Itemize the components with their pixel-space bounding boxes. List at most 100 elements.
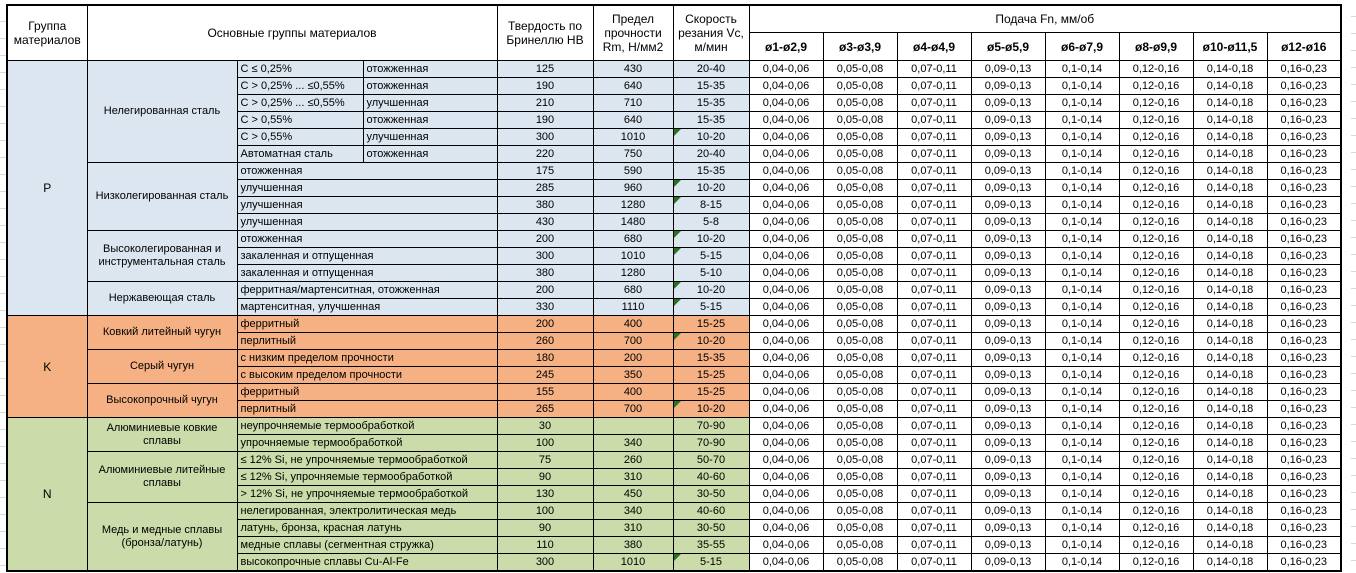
feed-cell-5[interactable]: 0,1-0,14 (1044, 451, 1120, 469)
feed-cell-4[interactable]: 0,09-0,13 (970, 230, 1046, 248)
feed-cell-2[interactable]: 0,05-0,08 (822, 60, 898, 78)
material-desc-cell[interactable]: улучшенная (236, 179, 498, 197)
header-main-groups[interactable]: Основные группы материалов (86, 4, 498, 61)
material-desc-cell[interactable]: C > 0,25% ... ≤0,55% (236, 94, 364, 112)
hardness-cell[interactable]: 210 (496, 94, 594, 112)
header-feed-d2[interactable]: ø3-ø3,9 (822, 32, 898, 61)
feed-cell-4[interactable]: 0,09-0,13 (970, 468, 1046, 486)
feed-cell-4[interactable]: 0,09-0,13 (970, 519, 1046, 537)
feed-cell-2[interactable]: 0,05-0,08 (822, 536, 898, 554)
feed-cell-1[interactable]: 0,04-0,06 (748, 519, 824, 537)
speed-cell[interactable]: 30-50 (672, 519, 750, 537)
material-group-cell[interactable]: Высоколегированная и инструментальная ст… (86, 230, 238, 282)
group-cell-K[interactable]: K (6, 315, 88, 418)
feed-cell-8[interactable]: 0,16-0,23 (1266, 111, 1342, 129)
material-desc-cell[interactable]: медные сплавы (сегментная стружка) (236, 536, 498, 554)
header-feed-d8[interactable]: ø12-ø16 (1266, 32, 1342, 61)
feed-cell-2[interactable]: 0,05-0,08 (822, 349, 898, 367)
feed-cell-1[interactable]: 0,04-0,06 (748, 264, 824, 282)
feed-cell-5[interactable]: 0,1-0,14 (1044, 349, 1120, 367)
feed-cell-4[interactable]: 0,09-0,13 (970, 434, 1046, 452)
strength-cell[interactable]: 710 (592, 94, 674, 112)
feed-cell-3[interactable]: 0,07-0,11 (896, 468, 972, 486)
material-desc-cell[interactable]: высокопрочные сплавы Cu-Al-Fe (236, 553, 498, 572)
feed-cell-1[interactable]: 0,04-0,06 (748, 213, 824, 231)
feed-cell-5[interactable]: 0,1-0,14 (1044, 145, 1120, 163)
feed-cell-2[interactable]: 0,05-0,08 (822, 451, 898, 469)
feed-cell-7[interactable]: 0,14-0,18 (1192, 60, 1268, 78)
feed-cell-8[interactable]: 0,16-0,23 (1266, 400, 1342, 418)
feed-cell-2[interactable]: 0,05-0,08 (822, 485, 898, 503)
hardness-cell[interactable]: 100 (496, 502, 594, 520)
feed-cell-7[interactable]: 0,14-0,18 (1192, 485, 1268, 503)
hardness-cell[interactable]: 100 (496, 434, 594, 452)
feed-cell-2[interactable]: 0,05-0,08 (822, 400, 898, 418)
feed-cell-5[interactable]: 0,1-0,14 (1044, 111, 1120, 129)
feed-cell-4[interactable]: 0,09-0,13 (970, 298, 1046, 316)
strength-cell[interactable]: 1280 (592, 196, 674, 214)
feed-cell-5[interactable]: 0,1-0,14 (1044, 366, 1120, 384)
material-desc-cell[interactable]: ≤ 12% Si, не упрочняемые термообработкой (236, 451, 498, 469)
speed-cell[interactable]: 15-35 (672, 162, 750, 180)
header-strength[interactable]: Предел прочности Rm, Н/мм2 (592, 4, 674, 61)
strength-cell[interactable]: 680 (592, 281, 674, 299)
feed-cell-1[interactable]: 0,04-0,06 (748, 468, 824, 486)
feed-cell-6[interactable]: 0,12-0,16 (1118, 128, 1194, 146)
header-feed-d7[interactable]: ø10-ø11,5 (1192, 32, 1268, 61)
feed-cell-4[interactable]: 0,09-0,13 (970, 553, 1046, 572)
feed-cell-3[interactable]: 0,07-0,11 (896, 417, 972, 435)
feed-cell-6[interactable]: 0,12-0,16 (1118, 196, 1194, 214)
header-material-group[interactable]: Группа материалов (6, 4, 88, 61)
feed-cell-3[interactable]: 0,07-0,11 (896, 536, 972, 554)
hardness-cell[interactable]: 380 (496, 196, 594, 214)
hardness-cell[interactable]: 285 (496, 179, 594, 197)
material-desc-cell[interactable]: ≤ 12% Si, упрочняемые термообработкой (236, 468, 498, 486)
speed-cell[interactable]: 10-20 (672, 281, 750, 299)
feed-cell-3[interactable]: 0,07-0,11 (896, 247, 972, 265)
feed-cell-4[interactable]: 0,09-0,13 (970, 213, 1046, 231)
feed-cell-2[interactable]: 0,05-0,08 (822, 281, 898, 299)
feed-cell-2[interactable]: 0,05-0,08 (822, 553, 898, 572)
feed-cell-6[interactable]: 0,12-0,16 (1118, 366, 1194, 384)
feed-cell-8[interactable]: 0,16-0,23 (1266, 502, 1342, 520)
feed-cell-2[interactable]: 0,05-0,08 (822, 111, 898, 129)
feed-cell-4[interactable]: 0,09-0,13 (970, 77, 1046, 95)
hardness-cell[interactable]: 190 (496, 111, 594, 129)
material-state-cell[interactable]: улучшенная (362, 94, 498, 112)
feed-cell-1[interactable]: 0,04-0,06 (748, 94, 824, 112)
group-cell-N[interactable]: N (6, 417, 88, 572)
hardness-cell[interactable]: 330 (496, 298, 594, 316)
feed-cell-6[interactable]: 0,12-0,16 (1118, 502, 1194, 520)
feed-cell-7[interactable]: 0,14-0,18 (1192, 400, 1268, 418)
speed-cell[interactable]: 10-20 (672, 400, 750, 418)
feed-cell-7[interactable]: 0,14-0,18 (1192, 77, 1268, 95)
speed-cell[interactable]: 15-25 (672, 383, 750, 401)
hardness-cell[interactable]: 200 (496, 230, 594, 248)
material-group-cell[interactable]: Нержавеющая сталь (86, 281, 238, 316)
feed-cell-8[interactable]: 0,16-0,23 (1266, 162, 1342, 180)
feed-cell-6[interactable]: 0,12-0,16 (1118, 264, 1194, 282)
feed-cell-8[interactable]: 0,16-0,23 (1266, 434, 1342, 452)
feed-cell-1[interactable]: 0,04-0,06 (748, 553, 824, 572)
feed-cell-5[interactable]: 0,1-0,14 (1044, 196, 1120, 214)
speed-cell[interactable]: 30-50 (672, 485, 750, 503)
hardness-cell[interactable]: 155 (496, 383, 594, 401)
feed-cell-8[interactable]: 0,16-0,23 (1266, 179, 1342, 197)
feed-cell-3[interactable]: 0,07-0,11 (896, 213, 972, 231)
feed-cell-1[interactable]: 0,04-0,06 (748, 128, 824, 146)
strength-cell[interactable]: 340 (592, 502, 674, 520)
strength-cell[interactable]: 430 (592, 60, 674, 78)
hardness-cell[interactable]: 90 (496, 519, 594, 537)
feed-cell-5[interactable]: 0,1-0,14 (1044, 332, 1120, 350)
feed-cell-5[interactable]: 0,1-0,14 (1044, 162, 1120, 180)
feed-cell-3[interactable]: 0,07-0,11 (896, 145, 972, 163)
feed-cell-7[interactable]: 0,14-0,18 (1192, 366, 1268, 384)
strength-cell[interactable]: 340 (592, 434, 674, 452)
hardness-cell[interactable]: 200 (496, 281, 594, 299)
feed-cell-2[interactable]: 0,05-0,08 (822, 77, 898, 95)
material-desc-cell[interactable]: закаленная и отпущенная (236, 247, 498, 265)
material-desc-cell[interactable]: ферритная/мартенситная, отожженная (236, 281, 498, 299)
material-desc-cell[interactable]: улучшенная (236, 196, 498, 214)
feed-cell-3[interactable]: 0,07-0,11 (896, 434, 972, 452)
feed-cell-7[interactable]: 0,14-0,18 (1192, 281, 1268, 299)
